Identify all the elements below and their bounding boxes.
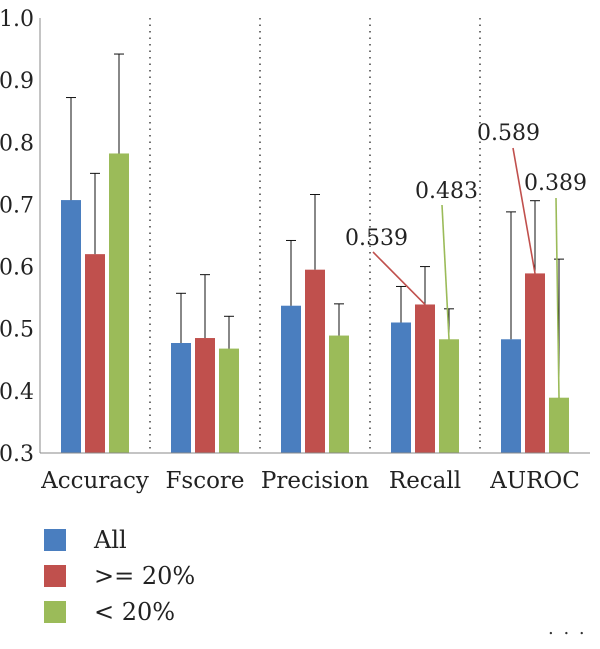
- annotation-label: 0.589: [477, 121, 540, 146]
- bar: [525, 273, 545, 453]
- annotation-leader: [512, 147, 536, 274]
- x-tick-label: Recall: [389, 468, 461, 494]
- bar: [219, 348, 239, 453]
- annotation-label: 0.483: [415, 179, 478, 204]
- footer-dots: . . .: [548, 618, 587, 639]
- bar: [195, 338, 215, 453]
- annotation-leader: [441, 204, 450, 340]
- legend-swatch-lt20: [44, 601, 66, 623]
- y-tick-label: 0.8: [0, 131, 34, 156]
- legend-label-all: All: [94, 526, 127, 554]
- bar: [109, 153, 129, 453]
- y-tick-label: 1.0: [0, 7, 34, 32]
- bar: [391, 322, 411, 453]
- legend: All >= 20% < 20%: [44, 526, 196, 636]
- y-tick-label: 0.6: [0, 256, 34, 281]
- bar: [171, 343, 191, 453]
- legend-swatch-all: [44, 529, 66, 551]
- y-tick-label: 0.4: [0, 380, 34, 405]
- legend-item-ge20: >= 20%: [44, 562, 196, 590]
- bar: [329, 335, 349, 453]
- y-tick-label: 0.5: [0, 318, 34, 343]
- bar: [501, 339, 521, 453]
- y-tick-label: 0.9: [0, 69, 34, 94]
- bar: [549, 397, 569, 453]
- y-tick-label: 0.3: [0, 442, 34, 467]
- x-tick-label: AUROC: [489, 468, 580, 494]
- bar: [61, 200, 81, 453]
- bar: [439, 339, 459, 453]
- bar: [415, 304, 435, 453]
- legend-label-ge20: >= 20%: [94, 562, 196, 590]
- legend-item-lt20: < 20%: [44, 598, 195, 626]
- annotation-label: 0.389: [524, 171, 587, 196]
- x-tick-label: Precision: [261, 468, 369, 494]
- y-tick-label: 0.7: [0, 193, 34, 218]
- bar: [85, 254, 105, 453]
- legend-label-lt20: < 20%: [94, 598, 176, 626]
- legend-item-all: All: [44, 526, 195, 554]
- annotation-leader: [372, 251, 426, 306]
- annotation-label: 0.539: [345, 226, 408, 251]
- bar: [305, 269, 325, 453]
- x-tick-label: Fscore: [165, 468, 244, 494]
- annotation-leader: [555, 197, 560, 398]
- bar: [281, 305, 301, 453]
- legend-swatch-ge20: [44, 565, 66, 587]
- x-tick-label: Accuracy: [40, 468, 149, 494]
